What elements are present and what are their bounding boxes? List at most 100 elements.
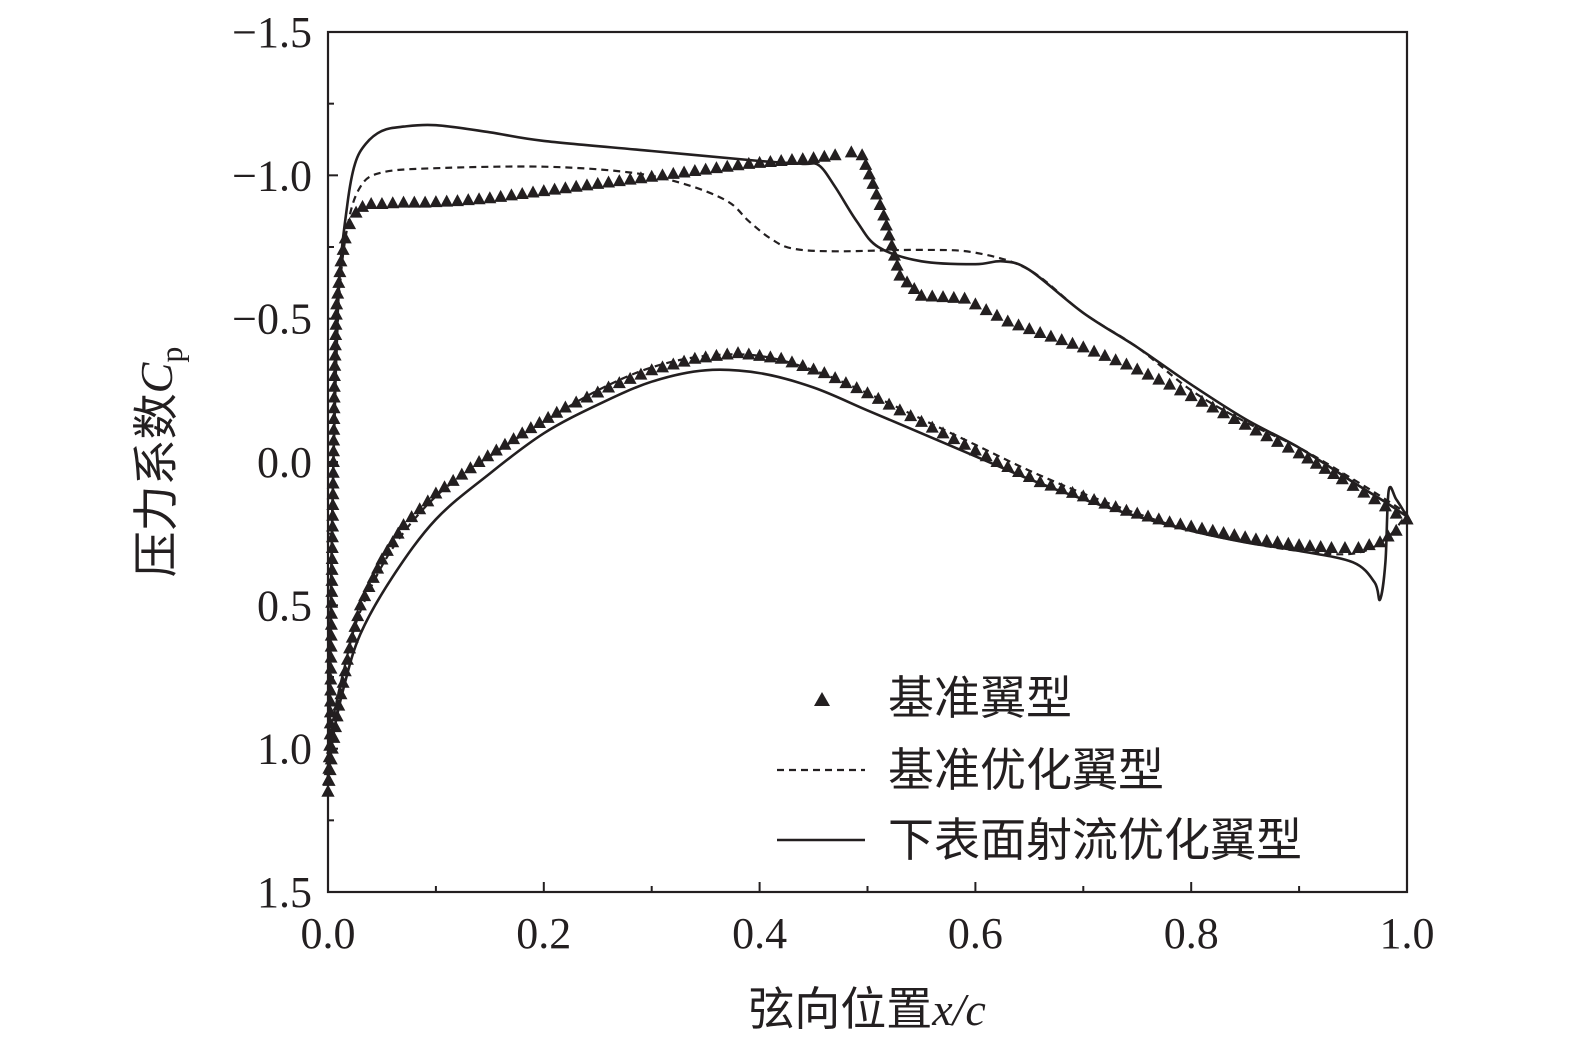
x-tick-label: 1.0 — [1380, 909, 1435, 958]
baseline-airfoil-marker-lower — [1206, 523, 1220, 536]
baseline-airfoil-marker-upper — [742, 156, 756, 169]
baseline-airfoil-marker-upper — [807, 151, 821, 164]
baseline-airfoil-marker-upper — [1327, 467, 1341, 480]
baseline-airfoil-marker-lower — [936, 426, 950, 439]
baseline-airfoil-marker-lower — [1362, 538, 1376, 551]
baseline-airfoil-marker-upper — [330, 297, 344, 310]
baseline-airfoil-marker-lower — [463, 461, 477, 474]
baseline-airfoil-marker-upper — [862, 167, 876, 180]
baseline-airfoil-marker-upper — [731, 158, 745, 171]
baseline-airfoil-marker-upper — [1044, 329, 1058, 342]
tick-labels-layer: 0.0 0.2 0.4 0.6 0.8 1.0 −1.5 −1.0 −0.5 0.0 0.5 1.0 1… — [232, 8, 1434, 958]
baseline-airfoil-marker-upper — [1206, 400, 1220, 413]
baseline-airfoil-marker-lower — [371, 561, 385, 574]
baseline-airfoil-marker-upper — [1173, 383, 1187, 396]
baseline-airfoil-marker-lower — [472, 455, 486, 467]
baseline-airfoil-marker-lower — [345, 630, 359, 643]
baseline-airfoil-marker-upper — [580, 178, 594, 191]
baseline-airfoil-marker-lower — [677, 354, 691, 367]
baseline-airfoil-marker-upper — [494, 189, 508, 202]
baseline-airfoil-marker-upper — [1335, 472, 1349, 485]
baseline-airfoil-marker-upper — [343, 217, 357, 230]
baseline-airfoil-marker-lower — [731, 346, 745, 359]
baseline-airfoil-marker-upper — [1119, 357, 1133, 370]
baseline-airfoil-marker-lower — [1338, 541, 1352, 553]
legend-label-baseline: 基准翼型 — [888, 673, 1072, 724]
jet-optimized-lower-surface-line — [326, 368, 1409, 778]
baseline-airfoil-marker-upper — [1066, 336, 1080, 349]
baseline-airfoil-marker-lower — [1227, 528, 1241, 541]
baseline-airfoil-marker-lower — [362, 579, 376, 592]
baseline-airfoil-marker-lower — [515, 426, 529, 439]
baseline-airfoil-marker-lower — [413, 502, 427, 515]
y-tick-label: −0.5 — [232, 295, 312, 344]
baseline-airfoil-marker-lower — [796, 358, 810, 371]
baseline-airfoil-marker-lower — [774, 351, 788, 364]
baseline-airfoil-marker-upper — [1152, 372, 1166, 385]
baseline-airfoil-marker-upper — [879, 218, 893, 231]
baseline-airfoil-marker-upper — [1001, 314, 1015, 327]
baseline-airfoil-marker-upper — [720, 159, 734, 172]
y-axis-title-var: C — [131, 361, 182, 393]
baseline-airfoil-marker-upper — [612, 174, 626, 187]
baseline-airfoil-marker-lower — [753, 348, 767, 361]
y-tick-label: −1.0 — [232, 151, 312, 200]
x-tick-label: 0.6 — [948, 909, 1003, 958]
baseline-airfoil-marker-upper — [1098, 348, 1112, 361]
y-axis-title-text: 压力系数 — [131, 393, 182, 577]
baseline-airfoil-marker-lower — [1184, 519, 1198, 532]
baseline-airfoil-marker-upper — [699, 162, 713, 175]
baseline-airfoil-marker-lower — [904, 409, 918, 422]
baseline-airfoil-marker-upper — [968, 297, 982, 310]
baseline-airfoil-marker-upper — [1357, 485, 1371, 498]
baseline-airfoil-marker-upper — [461, 193, 475, 206]
baseline-airfoil-marker-upper — [1012, 318, 1026, 331]
baseline-airfoil-marker-upper — [623, 172, 637, 185]
baseline-airfoil-marker-lower — [481, 449, 495, 462]
baseline-airfoil-marker-lower — [524, 421, 538, 434]
baseline-airfoil-marker-lower — [438, 480, 452, 493]
baseline-airfoil-marker-upper — [936, 290, 950, 303]
baseline-airfoil-marker-upper — [1346, 478, 1360, 491]
baseline-airfoil-marker-lower — [612, 376, 626, 389]
baseline-airfoil-marker-upper — [890, 258, 904, 271]
baseline-airfoil-marker-upper — [677, 165, 691, 178]
x-axis-title-text: 弦向位置 — [748, 984, 932, 1035]
baseline-airfoil-marker-lower — [366, 570, 380, 583]
baseline-airfoil-marker-upper — [1141, 367, 1155, 380]
y-tick-label: 1.0 — [257, 725, 312, 774]
baseline-airfoil-marker-upper — [990, 308, 1004, 321]
baseline-airfoil-marker-upper — [947, 290, 961, 303]
baseline-airfoil-marker-upper — [1195, 394, 1209, 407]
baseline-airfoil-marker-upper — [1076, 340, 1090, 353]
baseline-airfoil-marker-upper — [828, 148, 842, 161]
baseline-airfoil-marker-upper — [877, 208, 891, 221]
baseline-airfoil-marker-upper — [1301, 451, 1315, 464]
baseline-airfoil-marker-lower — [498, 437, 512, 450]
baseline-airfoil-marker-upper — [914, 288, 928, 301]
baseline-airfoil-marker-upper — [329, 317, 343, 330]
legend: 基准翼型 基准优化翼型 下表面射流优化翼型 — [777, 673, 1302, 866]
baseline-airfoil-marker-upper — [1292, 446, 1306, 459]
baseline-airfoil-marker-upper — [1109, 353, 1123, 366]
baseline-airfoil-marker-lower — [839, 376, 853, 389]
x-tick-label: 0.2 — [516, 909, 571, 958]
baseline-airfoil-marker-lower — [358, 589, 372, 602]
baseline-airfoil-marker-upper — [1227, 412, 1241, 424]
baseline-airfoil-marker-lower — [1260, 533, 1274, 546]
baseline-airfoil-marker-upper — [1022, 322, 1036, 335]
baseline-airfoil-marker-lower — [914, 414, 928, 427]
baseline-airfoil-marker-lower — [1238, 530, 1252, 543]
baseline-airfoil-marker-lower — [655, 360, 669, 373]
baseline-airfoil-marker-lower — [807, 362, 821, 375]
baseline-airfoil-marker-upper — [1271, 434, 1285, 447]
baseline-airfoil-marker-upper — [979, 303, 993, 316]
y-tick-label: 0.0 — [257, 438, 312, 487]
baseline-airfoil-marker-upper — [1238, 417, 1252, 430]
ticks-layer — [327, 31, 1408, 893]
baseline-airfoil-marker-upper — [450, 194, 464, 207]
baseline-airfoil-marker-upper — [472, 192, 486, 205]
baseline-airfoil-marker-lower — [602, 380, 616, 393]
baseline-airfoil-marker-upper — [375, 197, 389, 209]
baseline-airfoil-marker-upper — [526, 185, 540, 198]
